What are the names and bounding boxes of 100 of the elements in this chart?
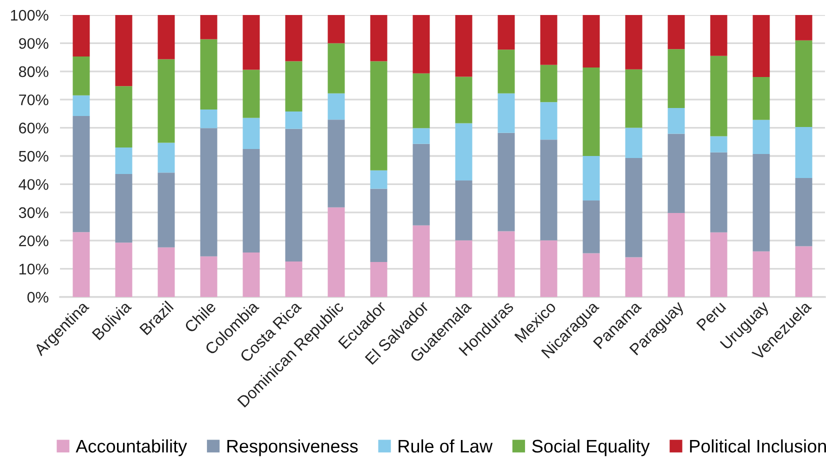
- bar: [668, 15, 685, 50]
- bar: [328, 15, 345, 44]
- y-tick-label: 70%: [19, 94, 48, 106]
- bar: [200, 39, 218, 110]
- bar: [115, 15, 132, 86]
- bar: [498, 50, 515, 94]
- bar: [242, 118, 260, 149]
- bar: [412, 144, 430, 226]
- bar: [285, 261, 302, 297]
- y-tick-label: 40%: [18, 179, 48, 190]
- bar: [498, 132, 515, 232]
- bar: [710, 232, 728, 297]
- bar: [72, 15, 90, 56]
- bar: [412, 225, 430, 297]
- bar: [455, 15, 472, 77]
- bar: [328, 43, 345, 94]
- bar: [582, 253, 600, 297]
- bar: [625, 69, 642, 128]
- bar: [710, 56, 728, 136]
- legend-label: Social Equality: [532, 439, 650, 456]
- bar: [370, 61, 388, 170]
- bar: [285, 128, 302, 262]
- bar: [285, 61, 302, 112]
- bar: [668, 134, 685, 213]
- bar: [455, 123, 472, 181]
- bar: [795, 126, 812, 178]
- bar: [625, 128, 642, 158]
- bar: [582, 156, 600, 201]
- bar: [540, 240, 558, 297]
- bar: [242, 252, 260, 297]
- y-tick-label: 20%: [19, 235, 48, 246]
- legend-label: Accountability: [76, 439, 188, 456]
- bar: [328, 207, 345, 297]
- bar: [752, 120, 770, 154]
- bar: [115, 174, 132, 243]
- bar: [795, 178, 812, 246]
- bar: [498, 93, 515, 133]
- bar: [795, 15, 812, 40]
- bar: [668, 49, 685, 108]
- legend-label: Political Inclusion: [690, 439, 826, 453]
- y-tick-label: 30%: [18, 207, 48, 218]
- bar: [625, 158, 642, 258]
- bar: [752, 77, 770, 120]
- bar: [370, 170, 388, 189]
- y-tick-label: 60%: [19, 122, 48, 134]
- bar: [115, 148, 132, 174]
- bar: [582, 67, 600, 156]
- bar: [582, 15, 600, 68]
- bar: [158, 247, 175, 297]
- bar: [158, 59, 175, 143]
- legend-label: Rule of Law: [398, 439, 493, 453]
- y-tick-label: 10%: [19, 264, 48, 274]
- bar: [242, 148, 260, 252]
- bar: [242, 70, 260, 118]
- bar: [200, 128, 218, 256]
- bar: [668, 212, 685, 297]
- bar: [285, 15, 302, 62]
- bar: [498, 15, 515, 50]
- bar: [200, 15, 218, 40]
- bar: [795, 246, 812, 297]
- bar: [242, 15, 260, 70]
- bar: [158, 15, 175, 60]
- bar: [72, 232, 90, 297]
- bar: [200, 256, 218, 297]
- y-tick-label: 50%: [18, 150, 48, 162]
- bar: [752, 251, 770, 297]
- bar: [412, 128, 430, 144]
- bar: [582, 200, 600, 254]
- y-tick-label: 100%: [10, 10, 48, 21]
- bar: [668, 108, 685, 134]
- bar: [710, 15, 728, 56]
- bar: [158, 172, 175, 248]
- bar: [285, 111, 302, 129]
- bar: [710, 136, 728, 152]
- bar: [72, 56, 90, 96]
- bar: [752, 154, 770, 252]
- y-tick-label: 90%: [19, 38, 48, 49]
- bar: [625, 257, 642, 297]
- bar: [370, 15, 388, 62]
- bar: [455, 240, 472, 297]
- legend-label: Responsiveness: [227, 439, 358, 456]
- bar: [795, 40, 812, 127]
- bar: [455, 76, 472, 124]
- bar: [158, 142, 175, 173]
- bar: [328, 120, 345, 208]
- bar: [540, 102, 558, 140]
- bar: [540, 64, 558, 102]
- bar: [72, 116, 90, 232]
- bar: [370, 188, 388, 262]
- bar: [328, 93, 345, 120]
- bar: [200, 109, 218, 128]
- bar: [498, 231, 515, 297]
- bar: [370, 262, 388, 297]
- bar: [115, 86, 132, 148]
- y-tick-label: 0%: [27, 292, 48, 303]
- bar: [412, 73, 430, 128]
- bar: [72, 95, 90, 116]
- bar: [412, 15, 430, 74]
- bar: [710, 152, 728, 232]
- bar: [625, 15, 642, 70]
